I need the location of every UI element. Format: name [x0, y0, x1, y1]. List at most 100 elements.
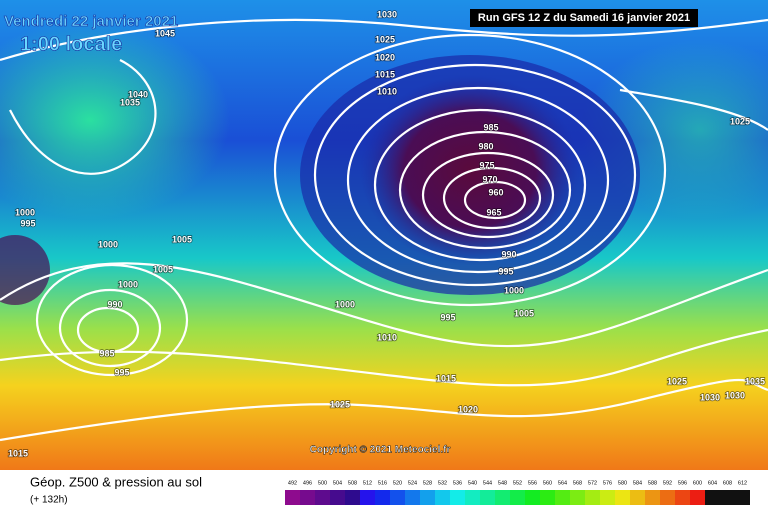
legend-label: 592 — [663, 480, 672, 486]
isobar-label: 990 — [501, 249, 516, 259]
legend-label: 596 — [678, 480, 687, 486]
isobar-label: 1030 — [725, 390, 745, 400]
footer-title: Géop. Z500 & pression au sol — [30, 474, 202, 489]
isobar-label: 1005 — [172, 234, 192, 244]
forecast-date: Vendredi 22 janvier 2021 — [4, 13, 178, 30]
legend-label: 496 — [303, 480, 312, 486]
legend-swatch — [720, 490, 735, 505]
legend-swatch — [390, 490, 405, 505]
legend-swatch — [600, 490, 615, 505]
legend-swatch — [420, 490, 435, 505]
low-core — [0, 235, 50, 305]
color-legend: 492 496 500 504 508 512 516 520 524 528 532 536 540 5… — [285, 480, 750, 505]
isobar-label: 990 — [107, 299, 122, 309]
legend-swatch — [330, 490, 345, 505]
isobar-label: 1005 — [514, 308, 534, 318]
legend-label: 504 — [333, 480, 342, 486]
legend-label: 604 — [708, 480, 717, 486]
legend-swatch — [360, 490, 375, 505]
isobar-label: 960 — [488, 187, 503, 197]
legend-label: 576 — [603, 480, 612, 486]
isobar-label: 1035 — [120, 97, 140, 107]
isobar-label: 1000 — [98, 239, 118, 249]
legend-label: 572 — [588, 480, 597, 486]
run-label: Run GFS 12 Z du Samedi 16 janvier 2021 — [478, 12, 690, 24]
legend-swatch — [735, 490, 750, 505]
isobar-label: 995 — [440, 312, 455, 322]
isobar-label: 1035 — [745, 376, 765, 386]
isobar-label: 1030 — [377, 9, 397, 19]
legend-swatch — [540, 490, 555, 505]
legend-label: 552 — [513, 480, 522, 486]
isobar-label: 1000 — [15, 207, 35, 217]
legend-label: 588 — [648, 480, 657, 486]
isobar-label: 1030 — [700, 392, 720, 402]
isobar-labels: 1030104510401035102510201015101098598097… — [7, 9, 766, 460]
legend-swatch — [510, 490, 525, 505]
legend-swatch — [450, 490, 465, 505]
legend-label: 568 — [573, 480, 582, 486]
isobar-label: 980 — [478, 141, 493, 151]
legend-swatch — [645, 490, 660, 505]
lead-time: (+ 132h) — [30, 495, 68, 506]
isobar-label: 1040 — [128, 89, 148, 99]
legend-swatch — [495, 490, 510, 505]
legend-swatch — [300, 490, 315, 505]
legend-label: 528 — [423, 480, 432, 486]
isobar-label: 975 — [479, 160, 494, 170]
legend-swatch — [570, 490, 585, 505]
legend-swatch — [405, 490, 420, 505]
legend-swatch — [615, 490, 630, 505]
isobar-label: 1000 — [504, 285, 524, 295]
legend-label: 612 — [738, 480, 747, 486]
legend-swatch — [315, 490, 330, 505]
isobar-label: 965 — [486, 207, 501, 217]
legend-label: 608 — [723, 480, 732, 486]
legend-swatch — [525, 490, 540, 505]
legend-label: 580 — [618, 480, 627, 486]
legend-swatch — [630, 490, 645, 505]
legend-label: 520 — [393, 480, 402, 486]
legend-label: 556 — [528, 480, 537, 486]
legend-label: 584 — [633, 480, 642, 486]
isobar-label: 1025 — [375, 34, 395, 44]
legend-label: 524 — [408, 480, 417, 486]
forecast-time: 1:00 locale — [20, 33, 122, 55]
legend-label: 544 — [483, 480, 492, 486]
legend-swatch — [465, 490, 480, 505]
legend-swatch — [660, 490, 675, 505]
legend-swatch — [375, 490, 390, 505]
isobar-label: 1000 — [335, 299, 355, 309]
legend-label: 564 — [558, 480, 567, 486]
legend-label: 532 — [438, 480, 447, 486]
isobar-label: 1010 — [377, 86, 397, 96]
legend-label: 560 — [543, 480, 552, 486]
legend-swatch — [690, 490, 705, 505]
legend-swatch — [705, 490, 720, 505]
isobar-label: 1015 — [375, 69, 395, 79]
legend-label: 512 — [363, 480, 372, 486]
run-box — [470, 9, 698, 27]
isobar-label: 995 — [20, 218, 35, 228]
legend-swatch — [345, 490, 360, 505]
legend-label: 500 — [318, 480, 327, 486]
isobar-label: 985 — [483, 122, 498, 132]
isobar-label: 1025 — [330, 399, 350, 409]
legend-label: 540 — [468, 480, 477, 486]
isobar-label: 1010 — [377, 332, 397, 342]
legend-swatch — [435, 490, 450, 505]
legend-label: 508 — [348, 480, 357, 486]
legend-swatch — [480, 490, 495, 505]
isobar-label: 1045 — [155, 28, 175, 38]
legend-label: 548 — [498, 480, 507, 486]
copyright: Copyright © 2021 Meteociel.fr — [310, 445, 451, 456]
air-mass — [0, 20, 230, 220]
legend-swatch — [555, 490, 570, 505]
isobars — [0, 18, 768, 442]
legend-swatch — [285, 490, 300, 505]
isobar-label: 1025 — [730, 116, 750, 126]
legend-label: 536 — [453, 480, 462, 486]
isobar-label: 1025 — [667, 376, 687, 386]
isobar-label: 1015 — [8, 448, 28, 458]
